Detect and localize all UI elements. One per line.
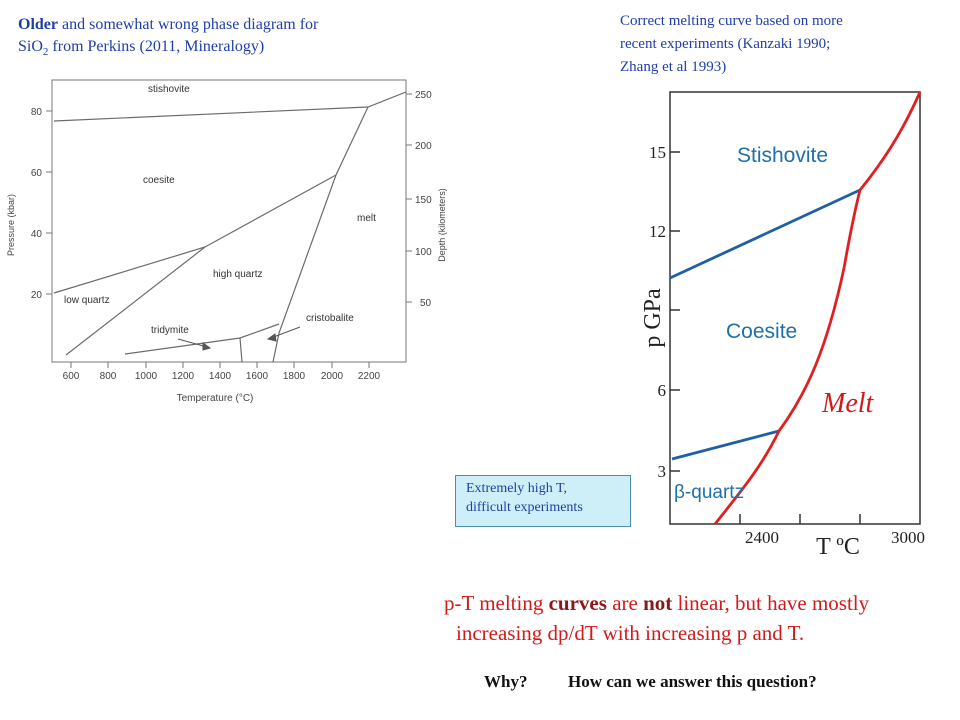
left-xtick: 2000 — [321, 371, 344, 382]
right-ytick-15: 15 — [649, 143, 666, 162]
right-phase-diagram: 15 12 6 3 p GPa 2400 3000 T ºC Stishovit… — [640, 91, 925, 560]
question-how: How can we answer this question? — [568, 672, 817, 691]
question-why: Why? — [484, 672, 528, 691]
right-ytick-3: 3 — [658, 462, 667, 481]
statement-curves: curves — [548, 591, 607, 615]
left-caption-line2b: from Perkins (2011, Mineralogy) — [48, 38, 265, 55]
right-caption-line1: Correct melting curve based on more — [620, 13, 843, 29]
coesite-quartz-boundary — [671, 429, 780, 461]
left-ytick-40: 40 — [31, 229, 43, 240]
left-rtick-100: 100 — [415, 247, 432, 258]
left-rtick-200: 200 — [415, 141, 432, 152]
note-line2: difficult experiments — [466, 500, 583, 515]
tridymite-boundary — [124, 323, 280, 355]
left-rtick-50: 50 — [420, 298, 432, 309]
left-xtick: 1800 — [283, 371, 306, 382]
left-label-stishovite: stishovite — [148, 84, 190, 95]
left-phase-boundaries — [53, 91, 407, 363]
right-ytick-12: 12 — [649, 222, 666, 241]
quartz-coesite-boundary — [53, 174, 337, 294]
left-label-tridymite: tridymite — [151, 325, 189, 336]
right-y-axis-label: p GPa — [640, 288, 666, 348]
left-rtick-150: 150 — [415, 195, 432, 206]
statement-e: linear, but have mostly — [672, 591, 870, 615]
stishovite-coesite-boundary — [669, 188, 861, 280]
left-phase-diagram: 80 60 40 20 Pressure (kbar) 250 200 150 … — [6, 79, 447, 404]
note-box: Extremely high T, difficult experiments — [455, 475, 631, 527]
right-label-coesite: Coesite — [726, 320, 797, 343]
left-xtick: 1600 — [246, 371, 269, 382]
left-xtick: 600 — [63, 371, 80, 382]
left-caption-line2a: SiO — [18, 38, 43, 55]
right-label-stishovite: Stishovite — [737, 144, 828, 167]
left-label-cristobalite: cristobalite — [306, 313, 354, 324]
left-x-axis-label: Temperature (°C) — [177, 393, 254, 404]
main-statement: p-T melting curves are not linear, but h… — [444, 588, 954, 648]
left-caption-text1: and somewhat wrong phase diagram for — [58, 16, 319, 33]
melting-curve — [713, 91, 922, 525]
right-xtick-3000: 3000 — [891, 528, 925, 547]
left-xtick: 800 — [100, 371, 117, 382]
right-caption-line2: recent experiments (Kanzaki 1990; — [620, 36, 831, 52]
left-ytick-20: 20 — [31, 290, 43, 301]
left-label-low-quartz: low quartz — [64, 295, 110, 306]
note-line1: Extremely high T, — [466, 481, 567, 496]
left-xtick: 1000 — [135, 371, 158, 382]
statement-c: are — [606, 591, 644, 615]
right-caption-line3: Zhang et al 1993) — [620, 59, 727, 75]
right-ytick-6: 6 — [658, 381, 667, 400]
left-caption-sub: 2 — [42, 46, 49, 59]
right-xtick-2400: 2400 — [745, 528, 779, 547]
stishovite-coesite-boundary — [53, 91, 407, 122]
left-y-axis-label: Pressure (kbar) — [6, 194, 16, 256]
melt-curve — [272, 106, 369, 363]
right-label-beta-quartz: β-quartz — [674, 482, 744, 503]
left-ytick-80: 80 — [31, 107, 43, 118]
statement-not: not — [643, 591, 673, 615]
low-high-quartz-boundary — [65, 246, 206, 356]
left-plot-frame — [51, 79, 407, 363]
left-xtick: 1400 — [209, 371, 232, 382]
right-caption: Correct melting curve based on more rece… — [620, 10, 950, 79]
right-label-melt: Melt — [821, 388, 875, 419]
left-caption: Older and somewhat wrong phase diagram f… — [18, 14, 438, 63]
tridymite-cristobalite-boundary — [239, 337, 243, 363]
left-right-axis-label: Depth (kilometers) — [437, 188, 447, 262]
statement-line2: increasing dp/dT with increasing p and T… — [456, 621, 805, 645]
left-label-melt: melt — [357, 213, 376, 224]
left-label-high-quartz: high quartz — [213, 269, 262, 280]
left-caption-bold: Older — [18, 16, 58, 33]
left-label-coesite: coesite — [143, 175, 175, 186]
statement-a: p-T melting — [444, 591, 549, 615]
left-rtick-250: 250 — [415, 90, 432, 101]
left-xtick: 2200 — [358, 371, 381, 382]
left-ytick-60: 60 — [31, 168, 43, 179]
right-phase-boundaries — [669, 188, 861, 461]
right-x-axis-label: T ºC — [816, 534, 860, 560]
right-plot-frame — [669, 91, 921, 525]
left-xtick: 1200 — [172, 371, 195, 382]
